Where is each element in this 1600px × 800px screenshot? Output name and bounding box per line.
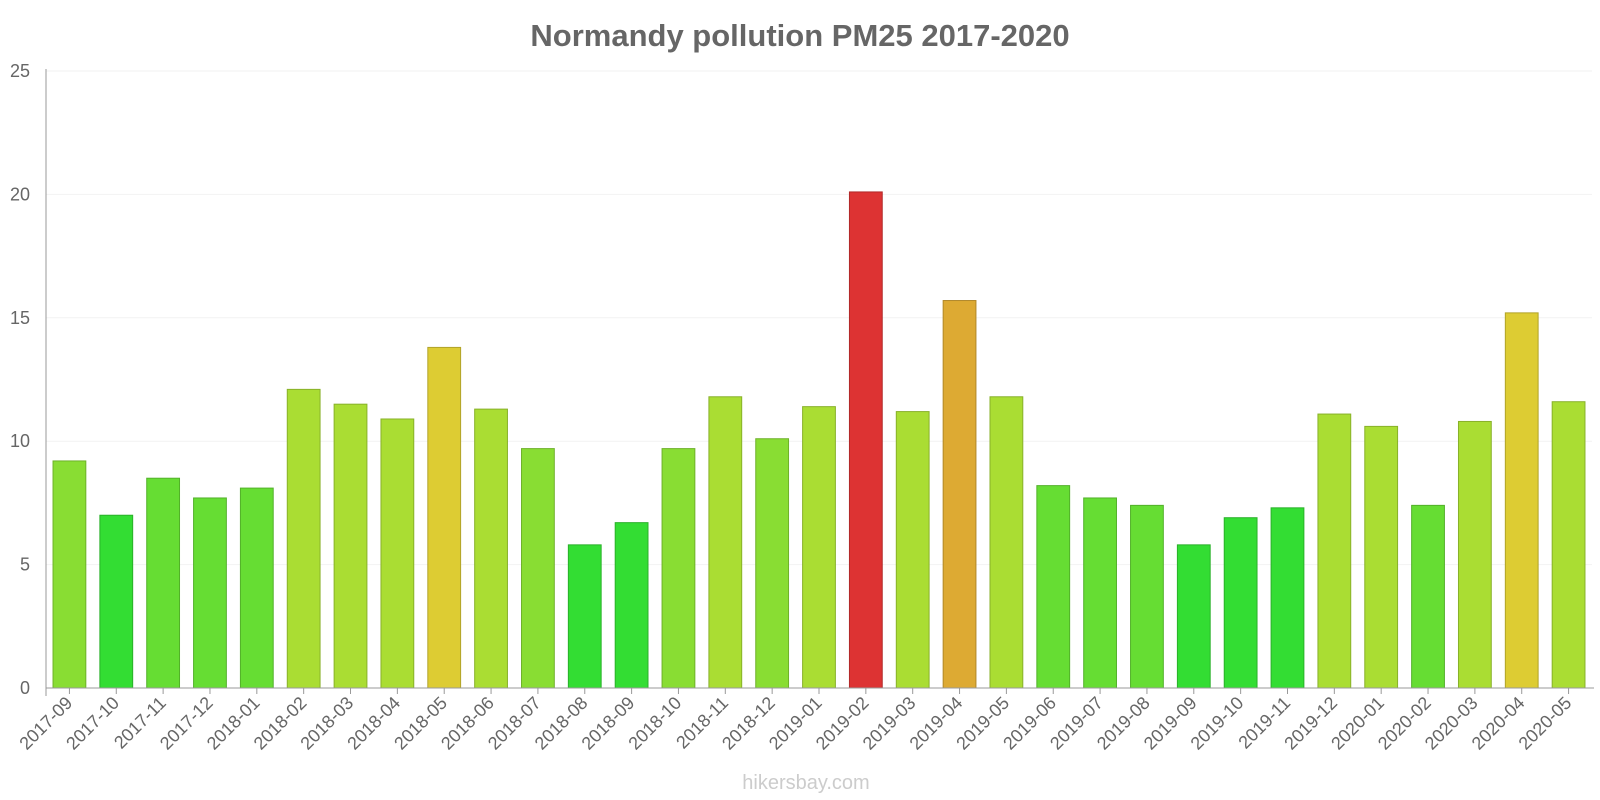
bar-2020-04[interactable] (1504, 312, 1539, 689)
y-tick-label: 10 (10, 431, 30, 451)
bar-2019-04[interactable] (942, 300, 977, 689)
y-tick-label: 0 (20, 678, 30, 698)
bar-2019-03[interactable] (895, 411, 930, 689)
bar-2018-08[interactable] (567, 544, 602, 689)
bar-2018-01[interactable] (239, 487, 274, 689)
bar-2020-02[interactable] (1411, 504, 1445, 689)
bar-2018-03[interactable] (333, 403, 368, 689)
bar-2019-10[interactable] (1223, 517, 1258, 689)
y-tick-label: 5 (20, 555, 30, 575)
bar-2020-05[interactable] (1551, 401, 1586, 689)
x-tick-label: 2020-05 (1515, 693, 1576, 754)
bar-2018-10[interactable] (661, 448, 696, 689)
bar-2020-01[interactable] (1364, 425, 1399, 689)
bars (52, 191, 1586, 689)
bar-2017-11[interactable] (146, 477, 181, 689)
bar-2018-12[interactable] (755, 438, 790, 689)
bar-2018-02[interactable] (286, 388, 321, 689)
bar-2017-12[interactable] (193, 497, 227, 689)
y-axis-ticks: 0 5 10 15 20 25 (10, 61, 30, 698)
x-tick-label: 2019-10 (1187, 693, 1248, 754)
bar-2018-11[interactable] (708, 396, 743, 689)
y-tick-label: 20 (10, 184, 30, 204)
x-tick-label: 2017-10 (62, 693, 123, 754)
bar-2019-07[interactable] (1083, 497, 1117, 689)
bar-2019-11[interactable] (1270, 507, 1305, 689)
bar-2019-09[interactable] (1176, 544, 1211, 689)
bar-2019-08[interactable] (1130, 504, 1164, 689)
bar-2019-02[interactable] (848, 191, 883, 689)
chart-title: Normandy pollution PM25 2017-2020 (530, 18, 1069, 53)
y-tick-label: 25 (10, 61, 30, 81)
bar-2017-10[interactable] (99, 514, 134, 689)
bar-2019-12[interactable] (1317, 413, 1352, 689)
bar-2018-09[interactable] (614, 522, 649, 689)
y-tick-label: 15 (10, 308, 30, 328)
bar-2019-05[interactable] (989, 396, 1024, 689)
bar-2018-04[interactable] (380, 418, 415, 689)
bar-2019-06[interactable] (1036, 485, 1071, 689)
bar-2020-03[interactable] (1457, 420, 1492, 689)
bar-2018-06[interactable] (474, 408, 508, 689)
x-tick-label: 2018-10 (624, 693, 685, 754)
bar-2017-09[interactable] (52, 460, 87, 689)
bar-2018-07[interactable] (521, 448, 555, 689)
x-axis-ticks: 2017-092017-102017-112017-122018-012018-… (15, 688, 1575, 754)
bar-2018-05[interactable] (427, 346, 462, 689)
credit-text[interactable]: hikersbay.com (742, 772, 869, 794)
bar-2019-01[interactable] (802, 406, 836, 689)
